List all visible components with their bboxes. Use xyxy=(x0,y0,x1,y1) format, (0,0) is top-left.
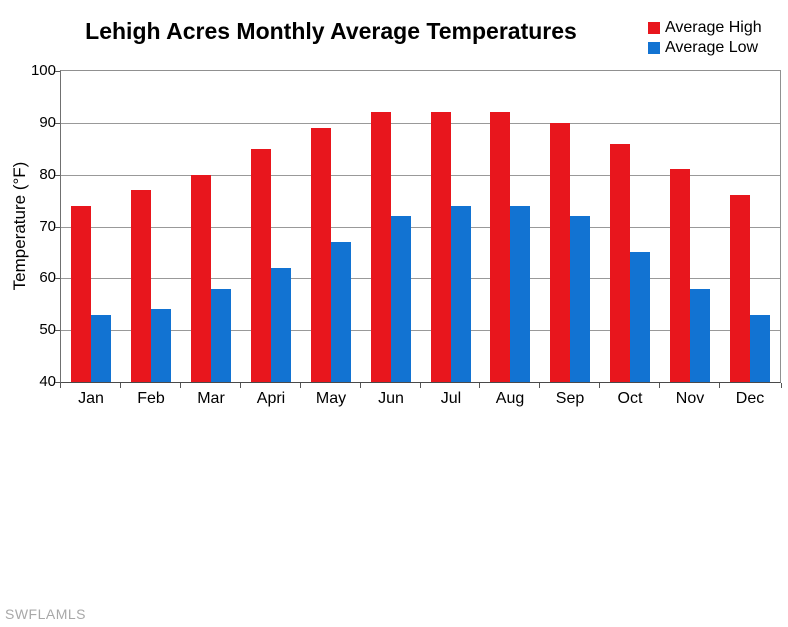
y-tick-mark-100 xyxy=(55,71,60,72)
x-tick-label-oct: Oct xyxy=(617,390,643,407)
gridline-90 xyxy=(61,123,780,124)
x-tick-label-dec: Dec xyxy=(735,390,765,407)
bar-low-jun xyxy=(391,216,411,382)
x-tick-label-feb: Feb xyxy=(137,390,165,407)
bar-high-mar xyxy=(191,175,211,382)
x-tick-mark-11 xyxy=(719,383,720,388)
y-tick-label-80: 80 xyxy=(39,166,56,183)
x-tick-mark-6 xyxy=(420,383,421,388)
bar-low-may xyxy=(331,242,351,382)
y-tick-label-50: 50 xyxy=(39,321,56,338)
y-tick-mark-70 xyxy=(55,227,60,228)
gridline-60 xyxy=(61,278,780,279)
x-tick-mark-5 xyxy=(360,383,361,388)
x-tick-label-mar: Mar xyxy=(197,390,225,407)
x-tick-label-nov: Nov xyxy=(675,390,705,407)
watermark: SWFLAMLS xyxy=(5,606,87,622)
bar-high-apri xyxy=(251,149,271,382)
legend-item-average-low: Average Low xyxy=(648,38,762,58)
bar-low-nov xyxy=(690,289,710,382)
x-tick-label-sep: Sep xyxy=(555,390,585,407)
gridline-50 xyxy=(61,330,780,331)
bar-high-nov xyxy=(670,169,690,382)
bar-low-oct xyxy=(630,252,650,382)
x-tick-mark-3 xyxy=(240,383,241,388)
y-tick-label-90: 90 xyxy=(39,114,56,131)
y-tick-label-40: 40 xyxy=(39,373,56,390)
bar-high-oct xyxy=(610,144,630,382)
gridline-80 xyxy=(61,175,780,176)
bar-low-sep xyxy=(570,216,590,382)
y-tick-mark-50 xyxy=(55,330,60,331)
bar-low-feb xyxy=(151,309,171,382)
bar-high-sep xyxy=(550,123,570,382)
y-tick-mark-60 xyxy=(55,278,60,279)
bar-low-jul xyxy=(451,206,471,382)
x-tick-mark-2 xyxy=(180,383,181,388)
bar-low-dec xyxy=(750,315,770,382)
bar-high-dec xyxy=(730,195,750,382)
bar-high-may xyxy=(311,128,331,382)
bar-high-feb xyxy=(131,190,151,382)
x-tick-mark-8 xyxy=(539,383,540,388)
legend-label-average-low: Average Low xyxy=(665,39,759,56)
x-tick-label-jan: Jan xyxy=(78,390,104,407)
legend-swatch-high-icon xyxy=(648,22,660,34)
legend: Average High Average Low xyxy=(648,18,762,58)
bar-low-mar xyxy=(211,289,231,382)
bar-high-aug xyxy=(490,112,510,382)
y-tick-label-70: 70 xyxy=(39,218,56,235)
bar-low-jan xyxy=(91,315,111,382)
bar-low-apri xyxy=(271,268,291,382)
x-tick-mark-1 xyxy=(120,383,121,388)
x-tick-label-apri: Apri xyxy=(256,390,286,407)
legend-swatch-low-icon xyxy=(648,42,660,54)
x-tick-label-aug: Aug xyxy=(495,390,525,407)
legend-item-average-high: Average High xyxy=(648,18,762,38)
x-tick-mark-9 xyxy=(599,383,600,388)
bar-high-jun xyxy=(371,112,391,382)
y-tick-label-100: 100 xyxy=(30,62,56,79)
chart-title: Lehigh Acres Monthly Average Temperature… xyxy=(85,18,577,44)
x-tick-mark-4 xyxy=(300,383,301,388)
plot-area xyxy=(60,70,781,383)
legend-label-average-high: Average High xyxy=(665,19,762,36)
bar-low-aug xyxy=(510,206,530,382)
x-tick-label-may: May xyxy=(315,390,347,407)
y-tick-mark-80 xyxy=(55,175,60,176)
y-tick-mark-40 xyxy=(55,382,60,383)
x-tick-mark-7 xyxy=(479,383,480,388)
bar-high-jan xyxy=(71,206,91,382)
x-tick-mark-12 xyxy=(781,383,782,388)
y-tick-label-60: 60 xyxy=(39,269,56,286)
x-tick-label-jul: Jul xyxy=(440,390,462,407)
gridline-70 xyxy=(61,227,780,228)
x-tick-mark-0 xyxy=(60,383,61,388)
y-tick-mark-90 xyxy=(55,123,60,124)
bar-high-jul xyxy=(431,112,451,382)
x-tick-label-jun: Jun xyxy=(378,390,404,407)
x-tick-mark-10 xyxy=(659,383,660,388)
